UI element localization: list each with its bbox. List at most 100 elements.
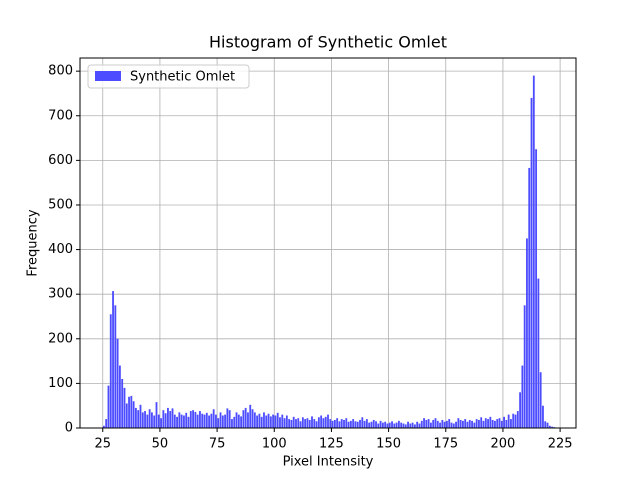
bar bbox=[260, 416, 263, 428]
bar bbox=[160, 418, 162, 428]
bar bbox=[221, 415, 224, 428]
bar bbox=[450, 422, 453, 428]
bar bbox=[148, 409, 151, 428]
bar bbox=[327, 414, 329, 428]
bar bbox=[397, 420, 400, 428]
plot-frame bbox=[79, 57, 577, 429]
bar bbox=[377, 423, 380, 428]
y-tick-label: 300 bbox=[48, 287, 73, 302]
bar bbox=[281, 414, 284, 428]
bar bbox=[169, 411, 172, 428]
y-tick-label: 500 bbox=[48, 197, 73, 212]
bar bbox=[247, 412, 249, 428]
legend-label: Synthetic Omlet bbox=[130, 70, 235, 85]
x-tick-label: 100 bbox=[262, 437, 287, 452]
bar bbox=[363, 420, 366, 428]
bar bbox=[201, 413, 204, 428]
bar bbox=[546, 422, 549, 428]
bar bbox=[340, 419, 343, 428]
bar bbox=[219, 412, 222, 428]
x-tick-label: 150 bbox=[376, 437, 401, 452]
bar bbox=[279, 417, 281, 428]
bar bbox=[304, 419, 307, 428]
bar bbox=[347, 421, 350, 428]
bar bbox=[226, 408, 229, 428]
bar bbox=[333, 419, 336, 428]
bar bbox=[107, 385, 110, 428]
bar bbox=[269, 416, 272, 428]
bar bbox=[491, 419, 494, 428]
bar bbox=[539, 372, 542, 428]
bar bbox=[354, 421, 357, 428]
bar bbox=[544, 421, 547, 428]
bar bbox=[315, 421, 318, 428]
bar bbox=[224, 414, 227, 428]
bar bbox=[322, 418, 325, 428]
bar bbox=[532, 75, 535, 428]
x-tick-label: 175 bbox=[433, 437, 458, 452]
bar bbox=[299, 421, 302, 428]
bar bbox=[466, 421, 469, 428]
bar bbox=[137, 410, 140, 428]
bar bbox=[267, 413, 270, 428]
bar bbox=[242, 410, 245, 428]
bar bbox=[320, 415, 323, 428]
bar bbox=[118, 365, 121, 428]
bar bbox=[411, 422, 414, 428]
bar bbox=[471, 420, 473, 428]
bar bbox=[427, 419, 430, 428]
bar bbox=[510, 419, 512, 428]
bar bbox=[487, 419, 489, 428]
bar bbox=[496, 419, 499, 428]
bar bbox=[482, 420, 485, 428]
bar bbox=[114, 305, 117, 428]
bar bbox=[336, 418, 339, 428]
bar bbox=[528, 167, 531, 428]
y-tick-label: 0 bbox=[65, 421, 73, 436]
x-tick-label: 25 bbox=[94, 437, 111, 452]
bar bbox=[480, 417, 483, 428]
y-axis-label: Frequency bbox=[26, 209, 41, 276]
bar bbox=[404, 424, 407, 428]
bar bbox=[523, 305, 526, 428]
bar bbox=[393, 423, 396, 428]
bar bbox=[313, 419, 316, 428]
bar bbox=[121, 378, 124, 428]
bar bbox=[290, 419, 293, 428]
bar bbox=[349, 420, 352, 428]
bar bbox=[370, 421, 373, 428]
bar bbox=[263, 412, 265, 428]
bar bbox=[413, 424, 416, 428]
bar bbox=[407, 421, 409, 428]
bar bbox=[157, 414, 160, 428]
bar bbox=[180, 414, 183, 428]
bar bbox=[244, 407, 247, 428]
bar bbox=[217, 418, 220, 428]
bar bbox=[125, 403, 128, 428]
bar bbox=[478, 419, 480, 428]
bar bbox=[439, 422, 441, 428]
bar bbox=[356, 421, 359, 428]
y-tick-label: 800 bbox=[48, 64, 73, 79]
bar bbox=[372, 419, 375, 428]
bar bbox=[452, 423, 455, 428]
bar bbox=[231, 419, 233, 428]
bar bbox=[475, 419, 478, 428]
bar bbox=[317, 417, 320, 428]
bar bbox=[153, 415, 156, 428]
bar bbox=[391, 421, 393, 428]
bar bbox=[258, 413, 261, 428]
bar bbox=[443, 421, 446, 428]
bar bbox=[507, 414, 510, 428]
bar bbox=[484, 418, 487, 428]
bar bbox=[272, 414, 275, 428]
bar bbox=[187, 416, 190, 428]
bar bbox=[128, 396, 130, 428]
bar bbox=[343, 419, 345, 428]
bar bbox=[448, 419, 451, 428]
bar bbox=[178, 412, 181, 428]
bar bbox=[425, 419, 428, 428]
y-tick-label: 400 bbox=[48, 242, 73, 257]
bar bbox=[375, 421, 377, 428]
